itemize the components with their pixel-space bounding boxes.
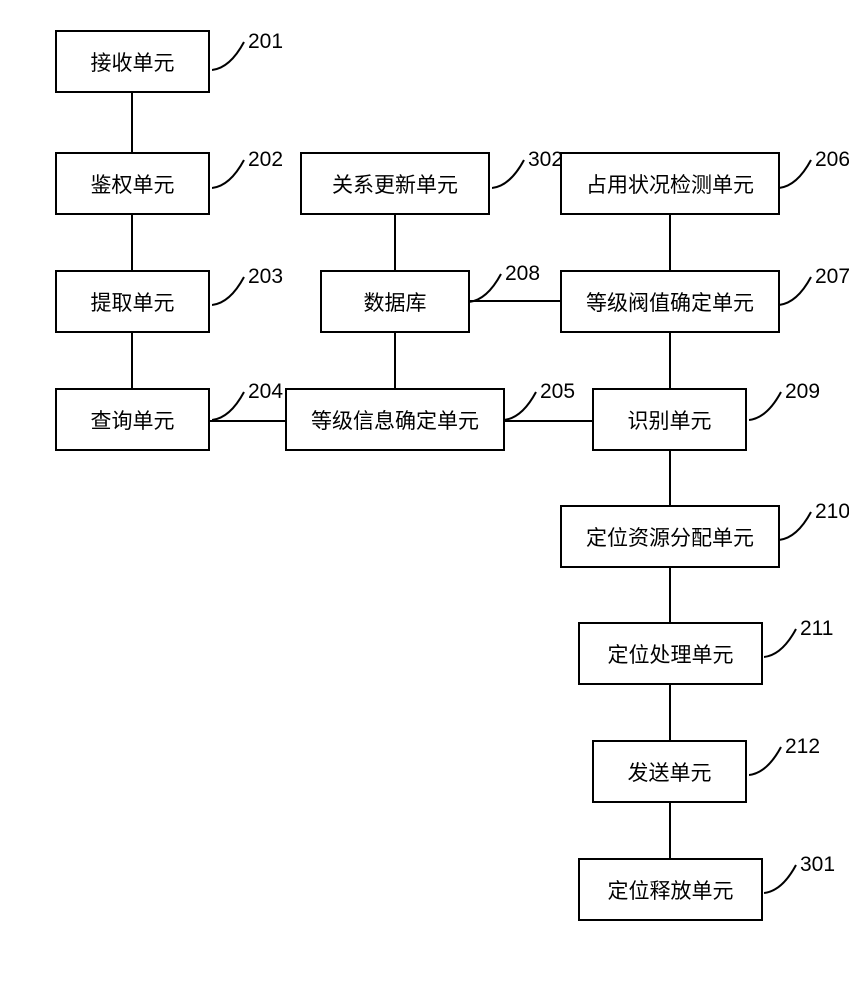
ref-label-n211: 211 <box>800 617 833 641</box>
connector-n207-n209 <box>669 333 671 388</box>
ref-label-n301: 301 <box>800 853 835 877</box>
flowchart-node-n204: 查询单元 <box>55 388 210 451</box>
flowchart-node-n206: 占用状况检测单元 <box>560 152 780 215</box>
node-label: 数据库 <box>364 287 427 317</box>
connector-n210-n211 <box>669 568 671 622</box>
ref-label-n201: 201 <box>248 30 283 54</box>
flowchart-node-n212: 发送单元 <box>592 740 747 803</box>
ref-label-n210: 210 <box>815 500 849 524</box>
ref-label-n209: 209 <box>785 380 820 404</box>
flowchart-node-n202: 鉴权单元 <box>55 152 210 215</box>
ref-hook-n201 <box>212 42 246 74</box>
node-label: 关系更新单元 <box>332 169 458 199</box>
flowchart-node-n302: 关系更新单元 <box>300 152 490 215</box>
ref-hook-n212 <box>749 747 783 779</box>
flowchart-node-n203: 提取单元 <box>55 270 210 333</box>
node-label: 定位处理单元 <box>608 639 734 669</box>
flowchart-node-n201: 接收单元 <box>55 30 210 93</box>
ref-hook-n211 <box>764 629 798 661</box>
connector-n206-n207 <box>669 215 671 270</box>
node-label: 提取单元 <box>91 287 175 317</box>
ref-hook-n302 <box>492 160 526 192</box>
ref-label-n203: 203 <box>248 265 283 289</box>
ref-hook-n202 <box>212 160 246 192</box>
ref-label-n205: 205 <box>540 380 575 404</box>
node-label: 发送单元 <box>628 757 712 787</box>
node-label: 等级阀值确定单元 <box>586 287 754 317</box>
ref-hook-n209 <box>749 392 783 424</box>
ref-hook-n210 <box>779 512 813 544</box>
connector-n211-n212 <box>669 685 671 740</box>
ref-label-n206: 206 <box>815 148 849 172</box>
node-label: 等级信息确定单元 <box>311 405 479 435</box>
flowchart-node-n211: 定位处理单元 <box>578 622 763 685</box>
connector-n209-n210 <box>669 451 671 505</box>
ref-label-n212: 212 <box>785 735 820 759</box>
flowchart-node-n207: 等级阀值确定单元 <box>560 270 780 333</box>
connector-n302-n208 <box>394 215 396 270</box>
ref-hook-n301 <box>764 865 798 897</box>
connector-n208-n205 <box>394 333 396 388</box>
flowchart-node-n301: 定位释放单元 <box>578 858 763 921</box>
node-label: 鉴权单元 <box>91 169 175 199</box>
connector-n202-n203 <box>131 215 133 270</box>
node-label: 接收单元 <box>91 47 175 77</box>
node-label: 识别单元 <box>628 405 712 435</box>
connector-n208-n207 <box>470 300 560 302</box>
node-label: 占用状况检测单元 <box>586 169 754 199</box>
connector-n205-n209 <box>505 420 592 422</box>
node-label: 定位释放单元 <box>608 875 734 905</box>
ref-label-n208: 208 <box>505 262 540 286</box>
node-label: 查询单元 <box>91 405 175 435</box>
connector-n201-n202 <box>131 93 133 152</box>
ref-label-n302: 302 <box>528 148 563 172</box>
ref-label-n202: 202 <box>248 148 283 172</box>
connector-n212-n301 <box>669 803 671 858</box>
connector-n203-n204 <box>131 333 133 388</box>
flowchart-node-n209: 识别单元 <box>592 388 747 451</box>
ref-hook-n207 <box>779 277 813 309</box>
flowchart-node-n205: 等级信息确定单元 <box>285 388 505 451</box>
ref-label-n204: 204 <box>248 380 283 404</box>
flowchart-node-n208: 数据库 <box>320 270 470 333</box>
ref-hook-n203 <box>212 277 246 309</box>
flowchart-node-n210: 定位资源分配单元 <box>560 505 780 568</box>
connector-n204-n205 <box>210 420 285 422</box>
node-label: 定位资源分配单元 <box>586 522 754 552</box>
ref-hook-n206 <box>779 160 813 192</box>
ref-label-n207: 207 <box>815 265 849 289</box>
